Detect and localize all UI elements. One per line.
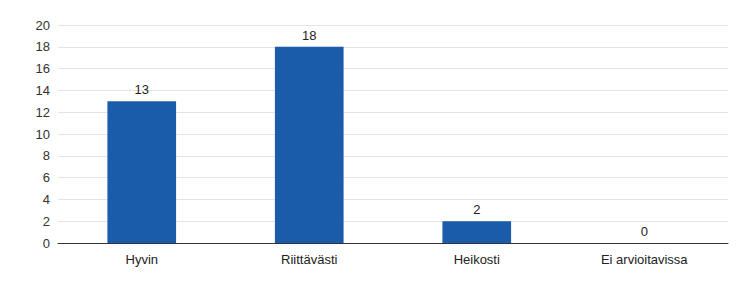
svg-text:Hyvin: Hyvin	[125, 252, 158, 267]
svg-text:12: 12	[36, 105, 50, 120]
svg-text:18: 18	[36, 39, 50, 54]
svg-text:2: 2	[473, 202, 480, 217]
svg-text:4: 4	[43, 192, 50, 207]
svg-text:0: 0	[641, 224, 648, 239]
svg-text:6: 6	[43, 170, 50, 185]
svg-text:8: 8	[43, 148, 50, 163]
svg-text:14: 14	[36, 83, 50, 98]
svg-text:10: 10	[36, 127, 50, 142]
svg-text:16: 16	[36, 61, 50, 76]
svg-text:18: 18	[302, 28, 316, 43]
svg-text:Heikosti: Heikosti	[454, 252, 500, 267]
svg-text:20: 20	[36, 18, 50, 33]
svg-text:2: 2	[43, 214, 50, 229]
svg-text:Ei arvioitavissa: Ei arvioitavissa	[601, 252, 688, 267]
svg-text:Riittävästi: Riittävästi	[281, 252, 337, 267]
svg-text:0: 0	[43, 236, 50, 251]
svg-text:13: 13	[135, 82, 149, 97]
